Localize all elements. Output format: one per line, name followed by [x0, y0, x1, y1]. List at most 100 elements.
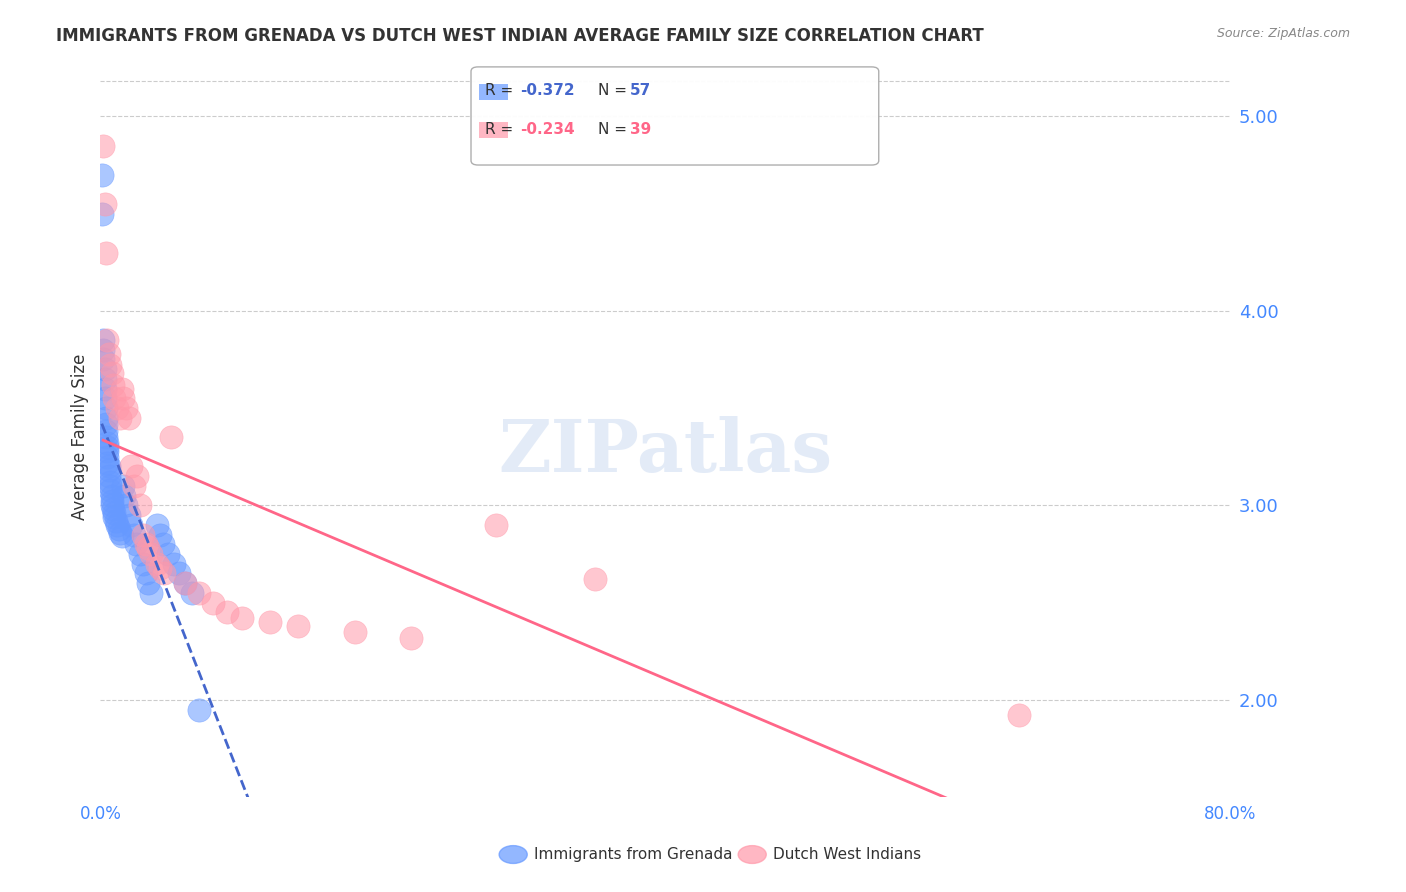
Dutch West Indians	[485, 517, 508, 532]
Immigrants from Grenada	[117, 508, 139, 522]
Dutch West Indians	[97, 346, 120, 360]
Text: 57: 57	[630, 84, 651, 98]
Text: IMMIGRANTS FROM GRENADA VS DUTCH WEST INDIAN AVERAGE FAMILY SIZE CORRELATION CHA: IMMIGRANTS FROM GRENADA VS DUTCH WEST IN…	[56, 27, 984, 45]
Immigrants from Grenada	[94, 417, 117, 431]
Immigrants from Grenada	[146, 517, 169, 532]
Immigrants from Grenada	[98, 475, 121, 489]
Dutch West Indians	[174, 576, 197, 591]
Immigrants from Grenada	[124, 537, 146, 551]
Dutch West Indians	[188, 586, 211, 600]
Dutch West Indians	[120, 459, 142, 474]
Dutch West Indians	[160, 430, 183, 444]
Dutch West Indians	[343, 624, 366, 639]
Immigrants from Grenada	[94, 430, 117, 444]
Dutch West Indians	[149, 560, 172, 574]
Dutch West Indians	[111, 392, 134, 406]
Immigrants from Grenada	[111, 479, 134, 493]
Immigrants from Grenada	[120, 517, 142, 532]
Text: Immigrants from Grenada: Immigrants from Grenada	[534, 847, 733, 862]
Immigrants from Grenada	[181, 586, 204, 600]
Immigrants from Grenada	[93, 392, 115, 406]
Immigrants from Grenada	[149, 527, 172, 541]
Dutch West Indians	[202, 596, 225, 610]
Immigrants from Grenada	[107, 522, 129, 536]
Dutch West Indians	[114, 401, 136, 416]
Dutch West Indians	[132, 527, 155, 541]
Immigrants from Grenada	[90, 168, 112, 182]
Immigrants from Grenada	[163, 557, 186, 571]
Dutch West Indians	[217, 605, 239, 619]
Text: Source: ZipAtlas.com: Source: ZipAtlas.com	[1216, 27, 1350, 40]
Immigrants from Grenada	[112, 489, 135, 503]
Dutch West Indians	[583, 572, 606, 586]
Immigrants from Grenada	[94, 410, 117, 425]
Immigrants from Grenada	[141, 586, 163, 600]
Dutch West Indians	[117, 410, 139, 425]
Y-axis label: Average Family Size: Average Family Size	[72, 354, 89, 520]
Immigrants from Grenada	[103, 510, 125, 524]
Immigrants from Grenada	[97, 459, 120, 474]
Immigrants from Grenada	[93, 372, 115, 386]
Immigrants from Grenada	[105, 517, 128, 532]
Text: -0.372: -0.372	[520, 84, 575, 98]
Dutch West Indians	[125, 469, 148, 483]
Dutch West Indians	[141, 547, 163, 561]
Dutch West Indians	[93, 197, 115, 211]
Immigrants from Grenada	[188, 703, 211, 717]
Immigrants from Grenada	[100, 489, 122, 503]
Immigrants from Grenada	[101, 502, 124, 516]
Text: -0.234: -0.234	[520, 122, 575, 136]
Immigrants from Grenada	[91, 343, 114, 357]
Dutch West Indians	[287, 619, 309, 633]
Dutch West Indians	[399, 631, 422, 645]
Immigrants from Grenada	[93, 362, 115, 376]
Immigrants from Grenada	[90, 206, 112, 220]
Immigrants from Grenada	[169, 566, 191, 581]
Immigrants from Grenada	[174, 576, 197, 591]
Immigrants from Grenada	[91, 333, 114, 347]
Immigrants from Grenada	[132, 557, 155, 571]
Immigrants from Grenada	[98, 479, 121, 493]
Text: R =: R =	[485, 84, 519, 98]
Dutch West Indians	[105, 401, 128, 416]
Dutch West Indians	[98, 359, 121, 373]
Dutch West Indians	[122, 479, 145, 493]
Immigrants from Grenada	[138, 576, 160, 591]
Immigrants from Grenada	[104, 514, 127, 528]
Text: ZIPatlas: ZIPatlas	[498, 417, 832, 487]
Dutch West Indians	[108, 410, 131, 425]
Immigrants from Grenada	[98, 483, 121, 497]
Dutch West Indians	[259, 615, 281, 629]
Dutch West Indians	[153, 566, 176, 581]
Dutch West Indians	[146, 557, 169, 571]
Immigrants from Grenada	[152, 537, 174, 551]
Immigrants from Grenada	[114, 499, 136, 513]
Dutch West Indians	[129, 499, 152, 513]
Dutch West Indians	[1007, 708, 1029, 723]
Dutch West Indians	[101, 377, 124, 392]
Immigrants from Grenada	[94, 401, 117, 416]
Immigrants from Grenada	[96, 436, 118, 450]
Text: Dutch West Indians: Dutch West Indians	[773, 847, 921, 862]
Dutch West Indians	[96, 333, 118, 347]
Immigrants from Grenada	[135, 566, 157, 581]
Text: N =: N =	[598, 122, 631, 136]
Text: N =: N =	[598, 84, 631, 98]
Text: 39: 39	[630, 122, 651, 136]
Immigrants from Grenada	[103, 506, 125, 520]
Immigrants from Grenada	[97, 469, 120, 483]
Immigrants from Grenada	[110, 529, 132, 543]
Text: R =: R =	[485, 122, 519, 136]
Dutch West Indians	[231, 611, 253, 625]
Immigrants from Grenada	[129, 547, 152, 561]
Immigrants from Grenada	[96, 450, 118, 464]
Dutch West Indians	[91, 138, 114, 153]
Dutch West Indians	[135, 537, 157, 551]
Dutch West Indians	[138, 541, 160, 556]
Dutch West Indians	[94, 245, 117, 260]
Immigrants from Grenada	[96, 440, 118, 454]
Immigrants from Grenada	[100, 494, 122, 508]
Immigrants from Grenada	[108, 525, 131, 540]
Immigrants from Grenada	[122, 527, 145, 541]
Immigrants from Grenada	[96, 456, 118, 470]
